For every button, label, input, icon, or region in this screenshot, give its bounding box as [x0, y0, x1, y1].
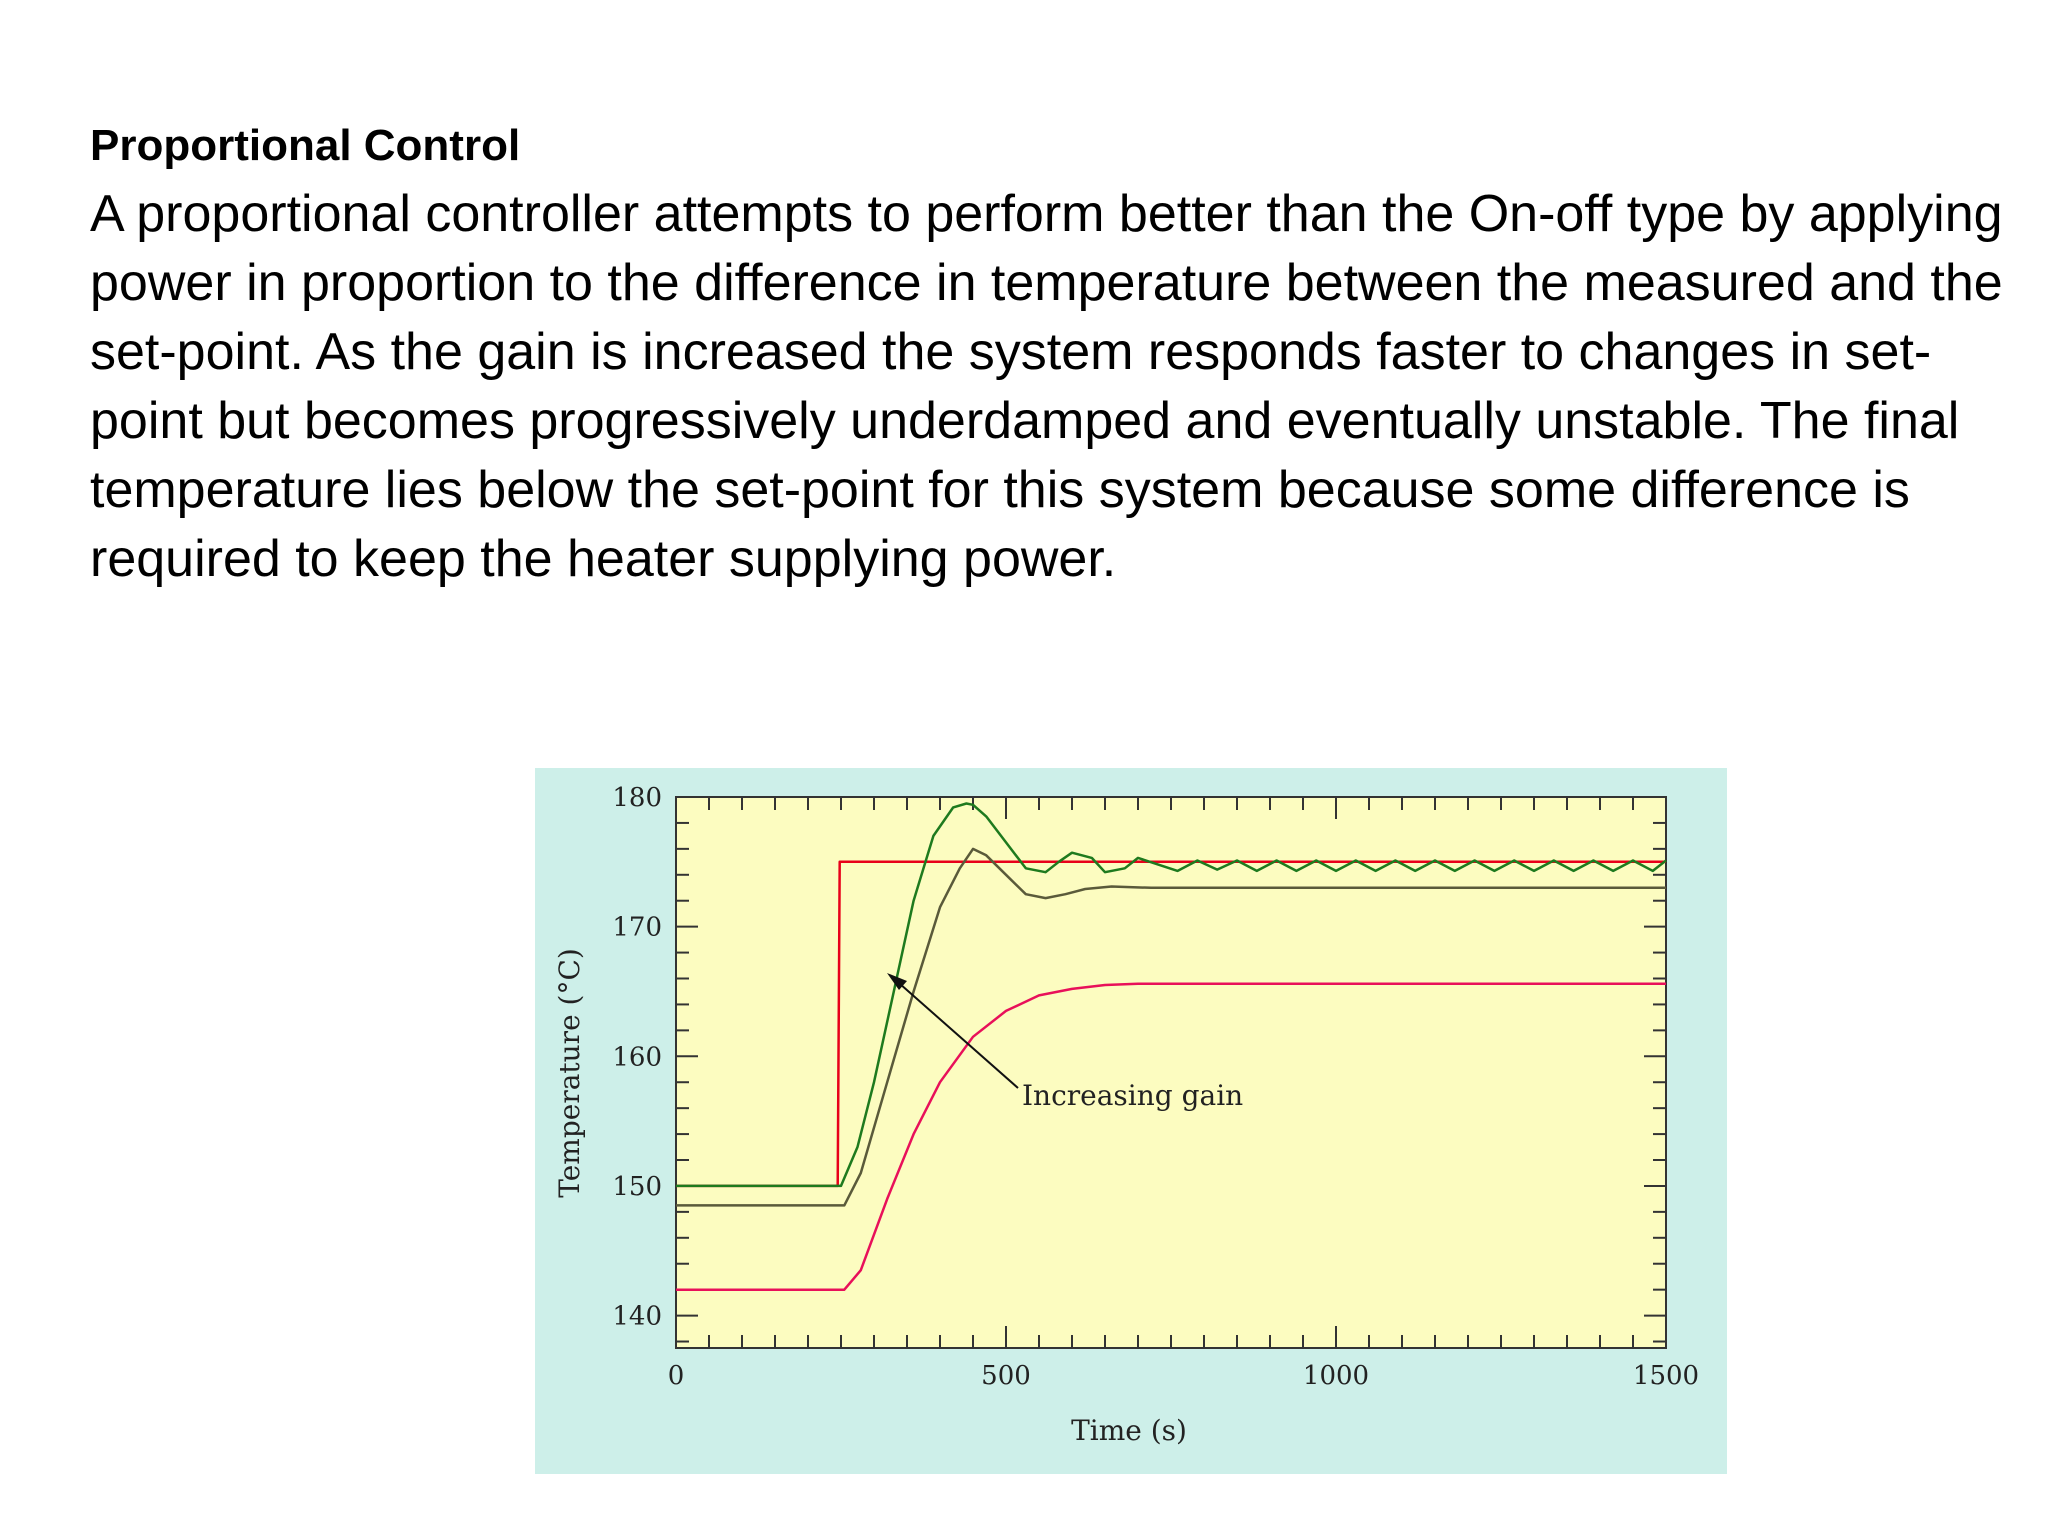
slide-heading: Proportional Control: [90, 121, 521, 170]
x-tick-labels: 0 500 1000 1500: [668, 1361, 1699, 1391]
y-tick-label: 160: [612, 1042, 662, 1072]
temperature-response-chart: 0 500 1000 1500 140 150 160 170 180 Increasing …: [535, 768, 1727, 1474]
series-line-3: [676, 847, 1666, 1207]
x-tick-label: 0: [668, 1361, 685, 1391]
slide-body-text: A proportional controller attempts to pe…: [90, 185, 2003, 588]
x-tick-label: 500: [981, 1361, 1031, 1391]
y-tick-label: 140: [612, 1302, 662, 1332]
x-tick-label: 1500: [1633, 1361, 1699, 1391]
plot-area: [675, 796, 1667, 1349]
series-line-2: [676, 982, 1666, 1291]
chart-figure: 0 500 1000 1500 140 150 160 170 180 Increasing …: [535, 768, 1727, 1474]
x-axis-label: Time (s): [1071, 1414, 1187, 1447]
annotation-label: Increasing gain: [1022, 1079, 1243, 1112]
series-line-4: [676, 802, 1667, 1188]
axis-ticks: [675, 796, 1667, 1348]
y-tick-label: 150: [612, 1172, 662, 1202]
y-axis-label: Temperature (°C): [553, 948, 586, 1198]
y-tick-labels: 140 150 160 170 180: [612, 783, 662, 1332]
y-tick-label: 170: [612, 913, 662, 943]
y-tick-label: 180: [612, 783, 662, 813]
annotation-arrowhead: [887, 973, 907, 990]
gain-annotation: Increasing gain: [887, 973, 1243, 1112]
annotation-arrow-line: [890, 975, 1019, 1089]
x-tick-label: 1000: [1303, 1361, 1369, 1391]
series-lines: [676, 802, 1667, 1291]
